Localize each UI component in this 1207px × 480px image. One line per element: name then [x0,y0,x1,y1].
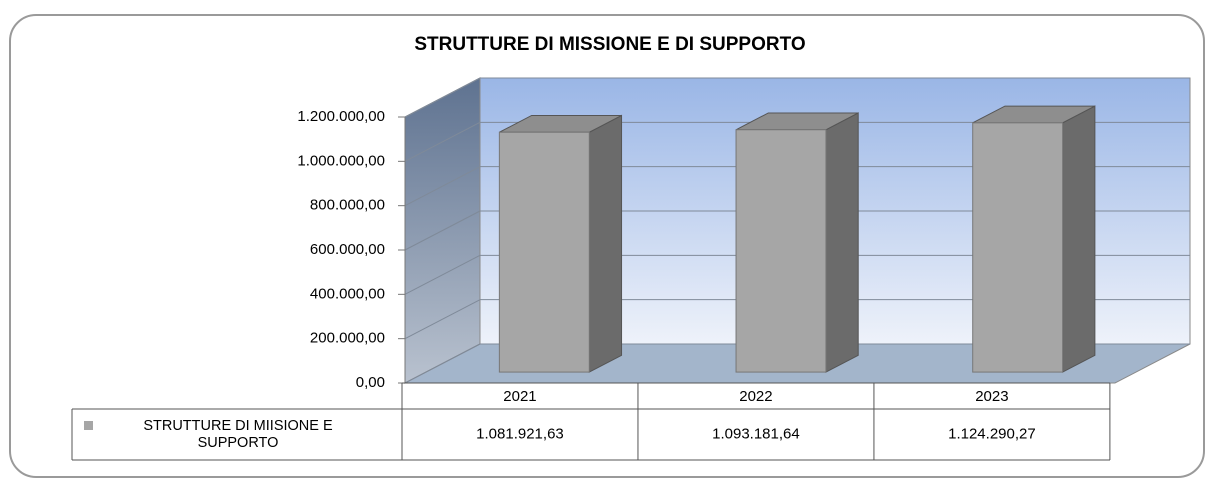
y-tick-label: 400.000,00 [310,285,385,302]
y-tick-label: 0,00 [356,374,385,391]
x-tick-label: 2021 [503,388,536,405]
grid-line [404,299,481,340]
bar [972,122,1064,373]
grid-line [404,166,481,207]
legend-entry: STRUTTURE DI MIISIONE E SUPPORTO [80,412,396,458]
chart-title: STRUTTURE DI MISSIONE E DI SUPPORTO [414,34,805,55]
value-label: 1.081.921,63 [476,425,564,442]
y-tick-label: 800.000,00 [310,197,385,214]
bar [498,131,590,373]
legend-label: STRUTTURE DI MIISIONE E SUPPORTO [143,418,333,451]
y-tick-label: 600.000,00 [310,241,385,258]
bar [735,129,827,373]
grid-line [404,254,481,295]
x-tick-label: 2023 [975,388,1008,405]
grid-line [404,210,481,251]
grid-line [404,121,481,162]
x-tick-label: 2022 [739,388,772,405]
legend-key [84,421,93,430]
value-label: 1.093.181,64 [712,425,800,442]
y-tick-label: 1.000.000,00 [297,152,385,169]
bar-side [588,114,623,373]
value-label: 1.124.290,27 [948,425,1036,442]
bar-side [825,112,859,373]
grid-line [404,343,481,384]
y-tick-label: 200.000,00 [310,330,385,347]
bar-side [1062,105,1096,373]
y-tick-label: 1.200.000,00 [297,108,385,125]
grid-line [404,77,481,118]
